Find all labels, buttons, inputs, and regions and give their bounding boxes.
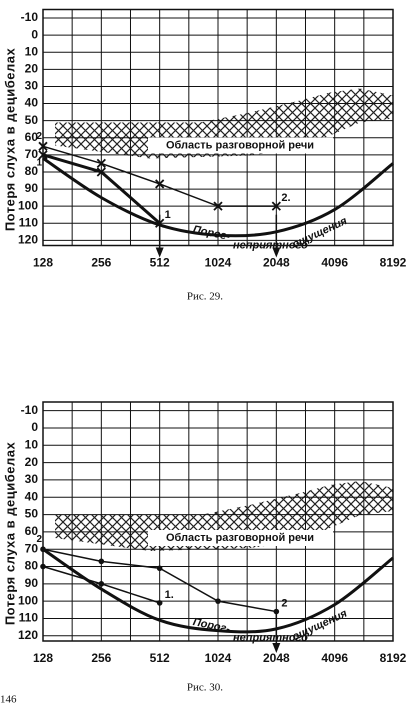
x-tick-label: 256: [91, 256, 111, 270]
y-tick-label: 90: [25, 181, 39, 195]
y-tick-label: 80: [25, 164, 39, 178]
y-tick-label: -10: [21, 10, 39, 24]
speech-label-box: [148, 530, 333, 546]
x-tick-label: 2048: [263, 651, 290, 665]
y-tick-label: 50: [25, 507, 39, 521]
y-tick-label: 60: [25, 130, 39, 144]
x-tick-label: 128: [33, 651, 53, 665]
speech-label: Область разговорной речи: [166, 532, 314, 544]
y-tick-label: 10: [25, 437, 39, 451]
x-tick-label: 2048: [263, 256, 290, 270]
x-tick-label: 8192: [380, 256, 407, 270]
series-label: 2.: [281, 192, 290, 204]
threshold-label: неприятного: [233, 239, 308, 251]
marker: [40, 563, 46, 570]
y-tick-label: 20: [25, 62, 39, 76]
marker: [38, 141, 48, 151]
marker: [155, 218, 165, 228]
speech-label-box: [148, 137, 333, 154]
y-tick-label: 50: [25, 113, 39, 127]
series-start-label: 2: [36, 131, 42, 142]
y-tick-label: 30: [25, 79, 39, 93]
marker: [98, 581, 105, 587]
y-tick-label: 10: [25, 44, 39, 58]
y-tick-label: 40: [25, 489, 39, 503]
series-label: 1: [165, 209, 171, 221]
caption: Рис. 29.: [187, 291, 223, 303]
y-tick-label: 70: [25, 147, 39, 161]
marker: [38, 150, 48, 160]
y-tick-label: 110: [19, 611, 39, 625]
arrow-head: [272, 643, 281, 653]
y-tick-label: 0: [31, 27, 38, 41]
x-tick-label: 512: [150, 256, 170, 270]
marker: [40, 546, 46, 553]
marker: [271, 201, 281, 211]
series-label: 1.: [165, 589, 174, 601]
speech-label: Область разговорной речи: [166, 139, 314, 151]
y-tick-label: 100: [18, 198, 38, 212]
y-tick-label: 120: [18, 233, 38, 247]
marker: [98, 558, 105, 565]
y-axis-label: Потеря слуха в децибелах: [2, 442, 17, 626]
y-tick-label: 90: [25, 576, 39, 590]
y-tick-label: 100: [18, 593, 38, 607]
page-number: 146: [0, 694, 17, 706]
marker: [96, 158, 106, 169]
y-tick-label: 120: [18, 628, 38, 642]
marker: [156, 600, 163, 606]
marker: [156, 565, 163, 572]
y-tick-label: 60: [25, 524, 39, 538]
x-tick-label: 1024: [205, 651, 232, 665]
caption: Рис. 30.: [187, 682, 223, 694]
x-tick-label: 4096: [321, 256, 348, 270]
threshold-label: неприятного: [233, 632, 308, 644]
marker: [215, 598, 221, 604]
y-tick-label: 30: [25, 472, 39, 486]
x-tick-label: 256: [91, 651, 111, 665]
arrow-head: [272, 247, 281, 258]
x-tick-label: 512: [150, 651, 170, 665]
x-tick-label: 128: [33, 256, 53, 270]
marker: [96, 167, 106, 177]
threshold-curve: [42, 547, 394, 634]
marker: [155, 179, 165, 189]
x-tick-label: 8192: [380, 651, 407, 665]
y-tick-label: 20: [25, 455, 39, 469]
plot-frame: [42, 401, 394, 642]
x-tick-label: 4096: [321, 651, 348, 665]
series-start-label: 2: [36, 534, 42, 545]
y-tick-label: 80: [25, 559, 39, 573]
series-label: 2: [281, 597, 287, 609]
y-tick-label: 0: [31, 420, 38, 434]
y-axis-label: Потеря слуха в децибелах: [2, 48, 17, 232]
plot-frame: [42, 8, 394, 247]
y-tick-label: -10: [21, 403, 39, 417]
threshold-curve: [42, 157, 394, 238]
series-start-label: 1: [36, 158, 42, 169]
y-tick-label: 110: [19, 215, 39, 229]
marker: [273, 608, 280, 615]
y-tick-label: 70: [25, 541, 39, 555]
y-tick-label: 40: [25, 96, 39, 110]
arrow-head: [155, 247, 164, 258]
marker: [213, 201, 223, 211]
x-tick-label: 1024: [205, 256, 232, 270]
